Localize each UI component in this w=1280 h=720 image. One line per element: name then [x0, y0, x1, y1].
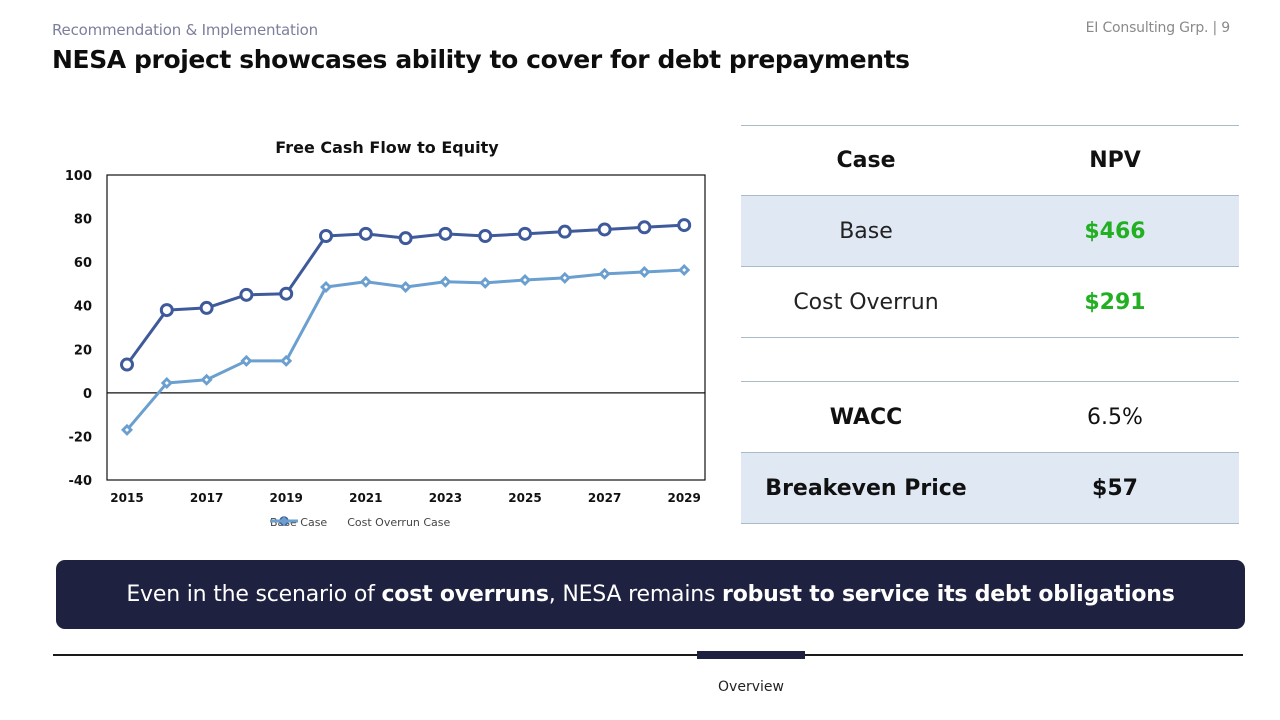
svg-text:0: 0 — [83, 387, 92, 402]
metric-value: 6.5% — [1087, 404, 1143, 430]
svg-text:2029: 2029 — [667, 491, 700, 505]
footer-tab-overview[interactable]: Overview — [718, 679, 784, 695]
svg-text:2015: 2015 — [110, 491, 143, 505]
svg-text:40: 40 — [74, 300, 92, 315]
table-row: Base $466 — [741, 196, 1239, 267]
header-npv: NPV — [1089, 148, 1141, 173]
table-header-row: Case NPV — [741, 125, 1239, 196]
svg-text:-20: -20 — [69, 430, 93, 445]
banner-emphasis: robust to service its debt obligations — [722, 582, 1175, 607]
npv-kpi-table: Case NPV Base $466 Cost Overrun $291 WAC… — [741, 125, 1239, 524]
svg-text:-40: -40 — [69, 474, 93, 489]
svg-text:60: 60 — [74, 256, 92, 271]
svg-text:2017: 2017 — [190, 491, 223, 505]
diamond-marker-icon — [270, 516, 298, 526]
svg-text:2019: 2019 — [269, 491, 302, 505]
case-name: Cost Overrun — [793, 289, 939, 315]
svg-text:2025: 2025 — [508, 491, 541, 505]
chart-title: Free Cash Flow to Equity — [275, 138, 499, 157]
npv-value: $291 — [1084, 289, 1146, 315]
chart-legend: Base Case Cost Overrun Case — [270, 516, 450, 529]
footer-divider — [53, 654, 1243, 656]
legend-cost-overrun-case: Cost Overrun Case — [270, 516, 451, 529]
footer-active-marker — [697, 651, 805, 659]
table-row: Cost Overrun $291 — [741, 267, 1239, 338]
page-title: NESA project showcases ability to cover … — [52, 45, 910, 74]
header-case: Case — [836, 148, 896, 173]
metric-row-wacc: WACC 6.5% — [741, 382, 1239, 453]
svg-text:20: 20 — [74, 343, 92, 358]
section-label: Recommendation & Implementation — [52, 21, 318, 39]
metric-value: $57 — [1092, 475, 1138, 501]
banner-text: , NESA remains — [548, 582, 723, 607]
svg-text:80: 80 — [74, 213, 92, 228]
metric-label: WACC — [829, 404, 903, 430]
case-name: Base — [839, 218, 893, 244]
svg-text:2023: 2023 — [429, 491, 462, 505]
page-number: EI Consulting Grp. | 9 — [1085, 20, 1231, 36]
svg-text:2027: 2027 — [588, 491, 621, 505]
key-takeaway-banner: Even in the scenario of cost overruns, N… — [56, 560, 1245, 629]
fcfe-line-chart: Free Cash Flow to Equity 100 80 60 40 20 0 -20… — [52, 130, 722, 540]
table-spacer — [741, 338, 1239, 382]
legend-label: Cost Overrun Case — [347, 516, 451, 529]
chart-plot: 100 80 60 40 20 0 -20 -40 2015 2017 2019 2021 2023 20… — [65, 169, 706, 505]
svg-text:100: 100 — [65, 169, 92, 184]
npv-value: $466 — [1084, 218, 1146, 244]
banner-text: Even in the scenario of — [126, 582, 382, 607]
banner-emphasis: cost overruns — [381, 582, 549, 607]
svg-text:2021: 2021 — [349, 491, 382, 505]
metric-row-breakeven: Breakeven Price $57 — [741, 453, 1239, 524]
metric-label: Breakeven Price — [765, 475, 967, 501]
